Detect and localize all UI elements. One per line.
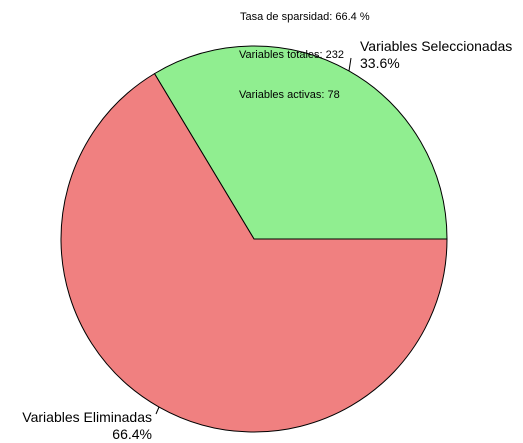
slice-percent-seleccionadas: 33.6% — [360, 55, 400, 71]
active-variables-annotation: Variables activas: 78 — [239, 89, 340, 101]
label-leader-lines — [155, 57, 352, 415]
slice-label-seleccionadas: Variables Seleccionadas — [360, 38, 512, 54]
slice-percent-eliminadas: 66.4% — [112, 426, 152, 442]
pie-slices — [60, 45, 448, 433]
sparsity-rate-annotation: Tasa de sparsidad: 66.4 % — [240, 11, 370, 23]
pie-slice-variables-seleccionadas — [153, 45, 448, 240]
slice-label-eliminadas: Variables Eliminadas — [22, 409, 152, 425]
leader-line-variables-eliminadas — [155, 406, 160, 415]
total-variables-annotation: Variables totales: 232 — [239, 49, 344, 61]
leader-line-variables-seleccionadas — [348, 57, 352, 72]
